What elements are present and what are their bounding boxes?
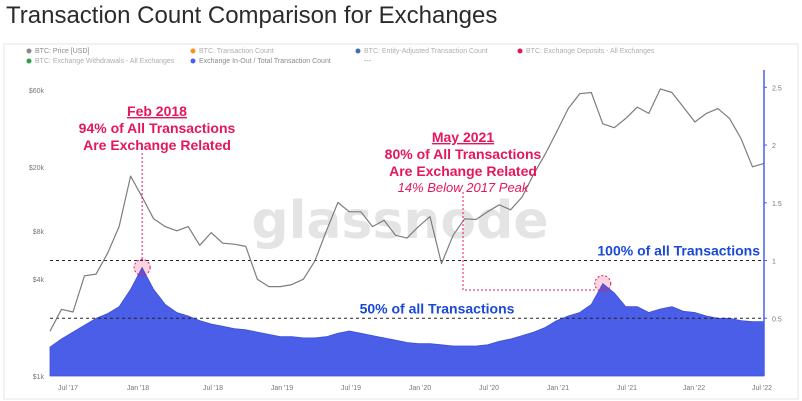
legend-dot [26, 58, 32, 64]
y-left-tick-label: $60k [29, 88, 45, 95]
legend-item[interactable]: --- [364, 58, 372, 65]
x-tick-label: Jan '20 [409, 385, 431, 392]
y-right-tick-label: 1 [772, 259, 776, 266]
peak-marker-feb-2018 [133, 258, 151, 276]
legend-dot [355, 48, 361, 54]
y-right-tick-label: 1.5 [772, 201, 782, 208]
annotation-feb-2018-line-3: Are Exchange Related [83, 137, 231, 153]
watermark: glassnode [251, 191, 548, 251]
legend-label: BTC: Entity-Adjusted Transaction Count [364, 48, 488, 55]
x-tick-label: Jul '20 [479, 385, 499, 392]
x-tick-label: Jan '18 [127, 385, 149, 392]
y-left-tick-label: $20k [29, 165, 45, 172]
annotation-leader-may-2021 [462, 192, 595, 291]
x-tick-label: Jan '19 [271, 385, 293, 392]
legend-item[interactable]: BTC: Entity-Adjusted Transaction Count [355, 48, 488, 55]
peak-marker-may-2021 [594, 275, 612, 293]
legend-dot [26, 48, 32, 54]
reference-label-100: 100% of all Transactions [597, 243, 760, 259]
annotation-may-2021-line-2: 80% of All Transactions [385, 146, 542, 162]
x-tick-label: Jan '21 [547, 385, 569, 392]
legend-item[interactable]: BTC: Transaction Count [190, 48, 274, 55]
x-tick-label: Jul '21 [617, 385, 637, 392]
chart-panel [3, 43, 799, 400]
legend-item[interactable]: BTC: Exchange Deposits - All Exchanges [517, 48, 655, 55]
btc-price-line [49, 88, 765, 332]
legend-label: BTC: Price [USD] [35, 48, 90, 55]
ratio-area-series [49, 266, 765, 377]
legend-item[interactable]: BTC: Exchange Withdrawals - All Exchange… [26, 58, 175, 65]
legend-dot [517, 48, 523, 54]
y-right-tick-label: 2.5 [772, 85, 782, 92]
legend-dot [190, 58, 196, 64]
y-right-tick-label: 0.5 [772, 316, 782, 323]
x-tick-label: Jul '19 [341, 385, 361, 392]
annotation-may-2021-line-3: Are Exchange Related [389, 163, 537, 179]
y-left-tick-label: $4k [33, 277, 45, 284]
annotation-may-2021-line-4: 14% Below 2017 Peak [398, 180, 530, 195]
legend-label: BTC: Exchange Withdrawals - All Exchange… [35, 58, 175, 65]
page-title: Transaction Count Comparison for Exchang… [6, 2, 498, 29]
y-left-tick-label: $8k [33, 229, 45, 236]
reference-label-50: 50% of all Transactions [360, 300, 515, 316]
y-left-tick-label: $1k [33, 374, 45, 381]
x-tick-label: Jul '17 [58, 385, 78, 392]
legend-label: BTC: Transaction Count [199, 48, 274, 55]
legend-item[interactable]: Exchange In-Out / Total Transaction Coun… [190, 58, 331, 65]
x-tick-label: Jul '22 [752, 385, 772, 392]
annotation-feb-2018-line-1: Feb 2018 [127, 103, 187, 119]
annotation-may-2021-line-1: May 2021 [432, 129, 494, 145]
legend-label: --- [364, 58, 372, 65]
legend-label: Exchange In-Out / Total Transaction Coun… [199, 58, 331, 65]
legend-dot [190, 48, 196, 54]
x-tick-label: Jul '18 [203, 385, 223, 392]
x-tick-label: Jan '22 [683, 385, 705, 392]
legend-label: BTC: Exchange Deposits - All Exchanges [526, 48, 655, 55]
annotation-feb-2018-line-2: 94% of All Transactions [79, 120, 236, 136]
y-right-tick-label: 2 [772, 143, 776, 150]
legend-item[interactable]: BTC: Price [USD] [26, 48, 90, 55]
